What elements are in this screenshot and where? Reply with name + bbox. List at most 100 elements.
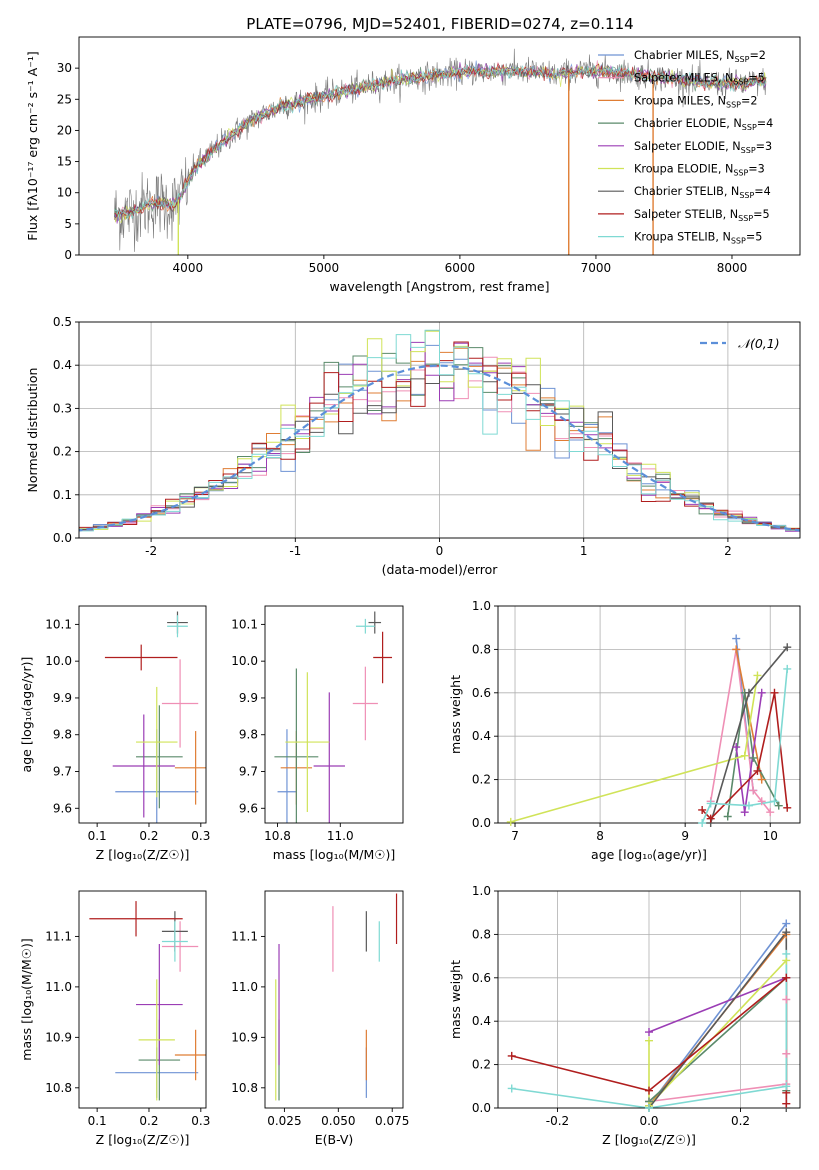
y-tick-label: 11.0 <box>231 980 258 994</box>
y-axis-label: age [log₁₀(age/yr)] <box>19 657 34 773</box>
x-axis-label: Z [log₁₀(Z/Z☉)] <box>96 1132 190 1147</box>
y-tick-label: 0.6 <box>472 686 491 700</box>
x-tick-label: 10.8 <box>264 829 291 843</box>
plot-area <box>89 901 206 1101</box>
weight-line-2 <box>735 649 763 780</box>
weight-marker <box>749 753 758 762</box>
y-tick-label: 9.8 <box>239 728 258 742</box>
y-tick-label: 10 <box>57 186 72 200</box>
legend-label-1: Salpeter MILES, NSSP=5 <box>634 72 765 87</box>
weight-line-5 <box>648 959 787 1108</box>
weight-marker <box>645 1036 653 1045</box>
weight-marker <box>783 643 792 652</box>
axes-age-vs-Z: 0.1 0.2 0.3 9.6 9.7 9.8 9.9 10.0 10.1 Z [log₁₀(Z/… <box>19 605 210 862</box>
axes-frame <box>497 605 801 824</box>
x-tick-label: 0.2 <box>731 1114 750 1128</box>
model-spectrum-8 <box>114 64 767 220</box>
axes-frame <box>78 36 801 256</box>
y-axis-label: mass weight <box>448 675 463 754</box>
x-tick-label: 5000 <box>309 261 340 275</box>
y-tick-label: 0.4 <box>53 358 72 372</box>
y-tick-label: 10.0 <box>45 654 72 668</box>
weight-line-0 <box>648 923 787 1107</box>
x-axis-label: mass [log₁₀(M/M☉)] <box>273 847 395 862</box>
axes-mass-vs-Z: 0.1 0.2 0.3 10.8 10.9 11.0 11.1 Z [log₁₀(Z/Z☉)]… <box>19 890 210 1147</box>
x-tick-label: -1 <box>289 544 301 558</box>
weight-marker <box>770 797 779 806</box>
axes-frame <box>78 605 207 824</box>
weight-marker <box>645 1104 653 1112</box>
weight-marker <box>645 1028 653 1037</box>
axes-weight-vs-Z: -0.2 0.0 0.2 0.0 0.2 0.4 0.6 0.8 1.0 Z [log₁₀(Z/Z… <box>448 884 801 1147</box>
y-tick-label: 0.8 <box>472 927 491 941</box>
plot-area <box>274 611 393 823</box>
weight-marker <box>782 1049 791 1058</box>
y-tick-label: 11.0 <box>45 980 72 994</box>
x-tick-label: 10 <box>763 829 778 843</box>
weight-marker <box>744 801 753 810</box>
y-tick-label: 0.4 <box>472 729 491 743</box>
plot-area <box>114 48 767 255</box>
weight-line-4 <box>648 977 787 1033</box>
weight-marker <box>732 634 741 643</box>
y-tick-label: 0.0 <box>53 531 72 545</box>
axes-weight-vs-age: 7 8 9 10 0.0 0.2 0.4 0.6 0.8 1.0 age [log₁₀(age/yr… <box>448 599 801 862</box>
y-tick-label: 10.8 <box>231 1081 258 1095</box>
legend-label-3: Chabrier ELODIE, NSSP=4 <box>634 117 773 132</box>
x-tick-label: 8000 <box>717 261 748 275</box>
weight-marker <box>782 949 791 958</box>
y-axis-label: Flux [fλ10⁻¹⁷ erg cm⁻² s⁻¹ A⁻¹] <box>25 51 40 240</box>
weight-marker <box>782 1099 791 1108</box>
legend-label-normal: 𝒩(0,1) <box>738 336 780 351</box>
weight-marker <box>706 814 715 823</box>
y-tick-label: 9.8 <box>53 728 72 742</box>
y-tick-label: 9.7 <box>53 765 72 779</box>
weight-marker <box>782 973 791 982</box>
weight-marker <box>757 797 766 806</box>
x-tick-label: 0.025 <box>267 1114 301 1128</box>
y-tick-label: 10.9 <box>45 1030 72 1044</box>
y-axis-label: mass weight <box>448 960 463 1039</box>
y-tick-label: 9.9 <box>239 691 258 705</box>
weight-marker <box>732 645 741 654</box>
weight-marker <box>507 1084 516 1093</box>
x-tick-label: 7000 <box>581 261 612 275</box>
weight-line-5 <box>510 675 759 823</box>
weight-marker <box>506 817 515 826</box>
plot-area <box>510 638 788 823</box>
y-tick-label: 0.2 <box>472 773 491 787</box>
x-axis-label: Z [log₁₀(Z/Z☉)] <box>602 1132 696 1147</box>
figure-title: PLATE=0796, MJD=52401, FIBERID=0274, z=0… <box>246 15 633 33</box>
weight-marker <box>770 688 779 697</box>
y-axis-label: Normed distribution <box>25 368 40 493</box>
axes-frame <box>264 605 404 824</box>
x-tick-label: 0.050 <box>321 1114 355 1128</box>
x-tick-label: 0 <box>436 544 444 558</box>
y-tick-label: 0.0 <box>472 816 491 830</box>
x-tick-label: 4000 <box>173 261 204 275</box>
y-tick-label: 0 <box>64 248 72 262</box>
y-tick-label: 30 <box>57 61 72 75</box>
weight-marker <box>740 808 749 817</box>
y-tick-label: 0.3 <box>53 401 72 415</box>
weight-marker <box>645 1086 653 1095</box>
y-tick-label: 9.7 <box>239 765 258 779</box>
axes-age-vs-mass: 10.8 11.0 9.6 9.7 9.8 9.9 10.0 10.1 mass [log₁₀(… <box>231 605 404 862</box>
y-tick-label: 9.9 <box>53 691 72 705</box>
weight-marker <box>753 766 762 775</box>
y-tick-label: 0.0 <box>472 1101 491 1115</box>
x-tick-label: 11.0 <box>327 829 354 843</box>
y-tick-label: 1.0 <box>472 599 491 613</box>
legend-label-8: Kroupa STELIB, NSSP=5 <box>634 231 762 246</box>
legend-label-4: Salpeter ELODIE, NSSP=3 <box>634 140 772 155</box>
x-tick-label: -0.2 <box>546 1114 569 1128</box>
x-tick-label: 6000 <box>445 261 476 275</box>
weight-marker <box>749 786 758 795</box>
weight-marker <box>757 688 766 697</box>
y-tick-label: 11.1 <box>231 929 258 943</box>
axes-residuals: -2 -1 0 1 2 0.0 0.1 0.2 0.3 0.4 0.5 (data-model)/er… <box>25 315 801 577</box>
x-tick-label: 0.3 <box>191 829 210 843</box>
y-tick-label: 0.2 <box>472 1058 491 1072</box>
weight-marker <box>782 1082 791 1091</box>
